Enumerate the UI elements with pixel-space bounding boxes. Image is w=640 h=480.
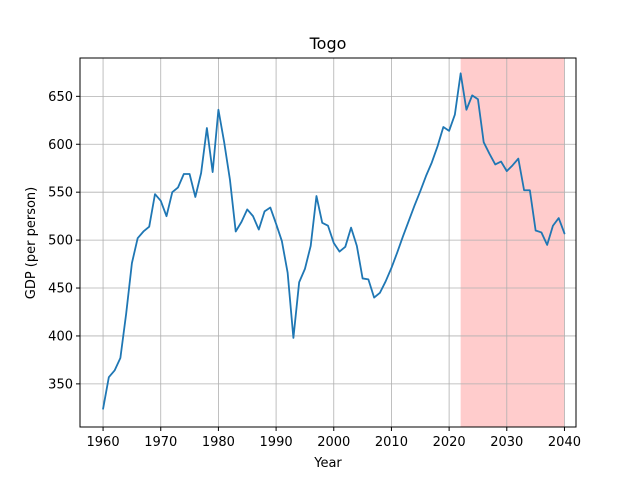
data-series [102,72,566,410]
y-axis-label: GDP (per person) [24,187,39,300]
x-tick-label: 2020 [433,435,466,450]
x-tick-label: 1990 [260,435,293,450]
x-tick-label: 2010 [375,435,408,450]
x-axis-label: Year [313,456,342,471]
gdp-series-line [102,72,566,410]
y-tick-label: 450 [48,282,73,297]
y-tick-label: 650 [48,90,73,105]
axis-ticks: 1960 1970 1980 1990 2000 2010 2020 2030 2040 350 4… [48,90,581,450]
shaded-region-rect [460,58,565,427]
y-tick-label: 550 [48,186,73,201]
x-tick-label: 1980 [202,435,235,450]
x-tick-label: 1960 [87,435,120,450]
x-tick-label: 1970 [144,435,177,450]
chart-title: Togo [309,34,347,53]
x-tick-label: 2000 [317,435,350,450]
plot-frame [79,57,577,428]
y-tick-label: 500 [48,234,73,249]
y-tick-label: 350 [48,377,73,392]
y-tick-label: 400 [48,329,73,344]
x-tick-label: 2030 [490,435,523,450]
forecast-shaded-region [460,58,565,427]
y-tick-label: 600 [48,138,73,153]
x-tick-label: 2040 [548,435,581,450]
